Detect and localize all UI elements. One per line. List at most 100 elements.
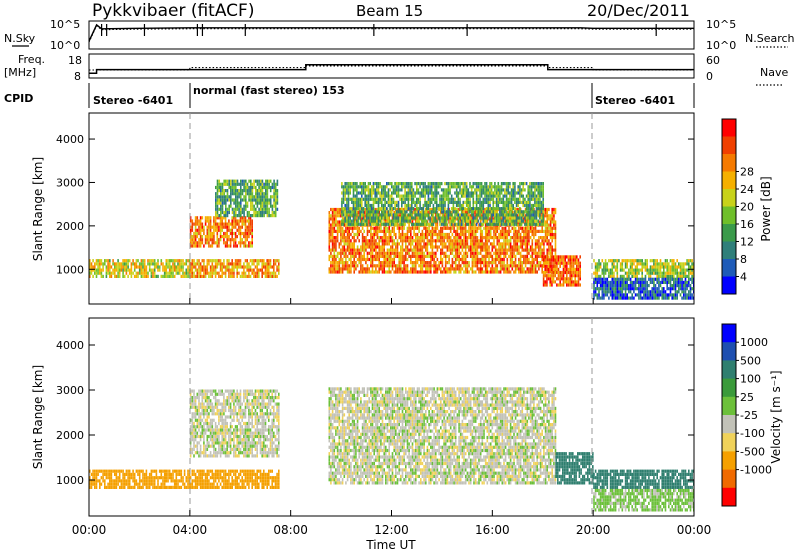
echo-cell-region-2 xyxy=(219,222,222,226)
echo-cell-region-3 xyxy=(230,182,232,186)
echo-cell-region-4 xyxy=(458,242,460,246)
echo-cell-region-5 xyxy=(529,182,531,186)
echo-cell-region-2 xyxy=(199,235,202,239)
echo-cell-region-5 xyxy=(414,200,416,204)
echo-cell-region-4 xyxy=(513,236,515,240)
echo-cell-region-4 xyxy=(479,270,482,274)
echo-cell-region-4 xyxy=(413,264,415,268)
echo-cell-region-4 xyxy=(463,236,465,240)
echo-cell-region-0 xyxy=(99,271,101,275)
echo-cell-region-5 xyxy=(444,207,446,211)
echo-cell-region-4 xyxy=(361,245,364,249)
echo-cell-region-4 xyxy=(538,267,540,271)
echo-cell-region-4 xyxy=(375,207,377,212)
echo-cell-region-0 xyxy=(89,271,91,275)
echo-cell-region-4 xyxy=(335,220,337,224)
echo-cell-region-5 xyxy=(382,188,385,192)
echo-cell-region-5 xyxy=(504,222,506,226)
echo-cell-region-5 xyxy=(462,222,465,226)
echo-cell-region-5 xyxy=(427,197,430,201)
echo-cell-region-5 xyxy=(494,191,496,195)
echo-cell-region-4 xyxy=(410,236,412,240)
freq-label-top: Freq. xyxy=(18,53,45,66)
echo-cell-region-3 xyxy=(258,214,260,218)
echo-cell-region-3 xyxy=(250,179,252,183)
echo-cell-region-2 xyxy=(219,219,222,223)
echo-cell-region-0 xyxy=(158,268,161,272)
echo-cell-region-4 xyxy=(346,226,349,230)
echo-cell-region-4 xyxy=(341,229,344,233)
echo-cell-region-1 xyxy=(209,274,212,278)
echo-cell-region-4 xyxy=(549,226,552,230)
echo-cell-region-1 xyxy=(193,262,195,266)
echo-cell-region-4 xyxy=(503,232,505,237)
echo-cell-region-5 xyxy=(381,203,383,208)
echo-cell-region-5 xyxy=(449,200,451,204)
echo-cell-region-0 xyxy=(127,265,129,269)
echo-cell-region-4 xyxy=(385,264,387,268)
echo-cell-region-4 xyxy=(498,254,500,258)
echo-cell-region-5 xyxy=(346,197,348,201)
echo-cell-region-4 xyxy=(469,242,472,246)
echo-cell-region-4 xyxy=(544,214,547,218)
echo-cell-region-4 xyxy=(513,242,515,246)
echo-cell-region-5 xyxy=(527,213,529,217)
echo-cell-region-4 xyxy=(425,248,427,252)
echo-cell-region-4 xyxy=(546,254,548,258)
echo-cell-region-5 xyxy=(376,188,378,192)
echo-cell-region-4 xyxy=(506,267,509,271)
echo-cell-region-5 xyxy=(475,200,478,204)
echo-cell-region-2 xyxy=(218,216,220,220)
echo-cell-region-4 xyxy=(444,267,447,271)
echo-cell-region-5 xyxy=(444,216,446,220)
echo-cell-region-1 xyxy=(244,274,247,278)
echo-cell-region-3 xyxy=(240,201,242,205)
echo-cell-region-4 xyxy=(405,245,407,249)
echo-cell-region-4 xyxy=(486,248,489,252)
echo-cell-region-2 xyxy=(243,241,245,245)
echo-cell-region-5 xyxy=(450,185,453,189)
echo-cell-region-5 xyxy=(432,219,435,223)
echo-cell-region-4 xyxy=(536,251,538,255)
echo-cell-region-2 xyxy=(234,244,237,248)
echo-cell-region-4 xyxy=(431,248,434,252)
echo-cell-region-4 xyxy=(461,229,464,233)
echo-cell-region-4 xyxy=(348,270,350,274)
echo-cell-region-4 xyxy=(391,242,394,246)
echo-cell-region-3 xyxy=(258,198,260,202)
echo-cell-region-2 xyxy=(221,216,223,220)
echo-cell-region-1 xyxy=(193,265,195,269)
echo-cell-region-2 xyxy=(196,228,199,232)
echo-cell-region-4 xyxy=(330,226,332,230)
echo-cell-region-5 xyxy=(455,182,458,186)
echo-cell-region-5 xyxy=(366,210,368,214)
echo-cell-region-0 xyxy=(130,271,133,275)
echo-cell-region-0 xyxy=(117,268,119,272)
echo-cell-region-2 xyxy=(206,228,209,232)
echo-cell-region-4 xyxy=(554,267,557,271)
echo-cell-region-4 xyxy=(536,242,538,246)
echo-cell-region-5 xyxy=(347,185,350,189)
echo-cell-region-4 xyxy=(413,226,415,230)
echo-cell-region-5 xyxy=(482,188,485,192)
echo-cell-region-4 xyxy=(333,270,336,274)
echo-cell-region-1 xyxy=(241,271,243,275)
echo-cell-region-5 xyxy=(479,200,481,204)
echo-cell-region-4 xyxy=(343,242,346,246)
echo-cell-region-4 xyxy=(336,264,339,268)
echo-cell-region-5 xyxy=(495,197,498,201)
echo-cell-region-4 xyxy=(381,270,384,274)
echo-cell-region-4 xyxy=(486,236,489,240)
echo-cell-region-5 xyxy=(505,222,508,226)
echo-cell-region-4 xyxy=(393,270,395,274)
echo-cell-region-1 xyxy=(258,268,260,272)
echo-cell-region-4 xyxy=(449,270,452,274)
echo-cell-region-2 xyxy=(248,219,250,223)
echo-cell-region-4 xyxy=(368,223,370,227)
echo-cell-region-4 xyxy=(345,229,347,233)
echo-cell-region-5 xyxy=(465,213,468,217)
echo-cell-region-3 xyxy=(220,214,222,218)
echo-cell-region-4 xyxy=(376,264,379,268)
echo-cell-region-5 xyxy=(434,185,436,189)
echo-cell-region-4 xyxy=(436,264,439,268)
